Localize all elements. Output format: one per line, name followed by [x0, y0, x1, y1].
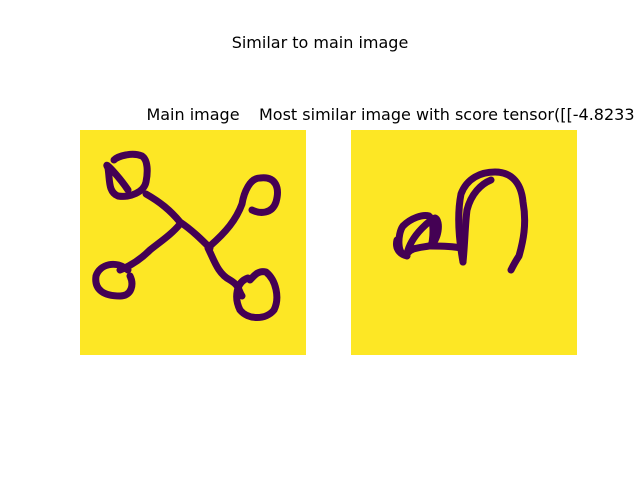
similar-glyph-left-tail [393, 236, 411, 260]
main-glyph-lower-left-loop [92, 260, 136, 300]
main-glyph-lower-right-loop [233, 268, 281, 321]
figure-title: Similar to main image [231, 33, 409, 52]
similar-glyph-connector [427, 242, 465, 252]
similar-image-title: Most similar image with score tensor([[-… [259, 105, 635, 124]
main-image-title: Main image [146, 105, 240, 124]
main-glyph-upper-left-loop [103, 150, 151, 200]
similar-glyph-inner-stroke [459, 176, 495, 266]
similar-image-panel [351, 130, 577, 355]
similar-glyph-arch [455, 168, 529, 274]
main-image-background [80, 130, 306, 355]
main-glyph-upper-right-loop [206, 174, 281, 250]
similar-glyph [393, 168, 529, 274]
main-glyph-diagonal-up [116, 220, 184, 274]
main-image-panel [80, 130, 306, 355]
main-glyph [92, 150, 281, 321]
